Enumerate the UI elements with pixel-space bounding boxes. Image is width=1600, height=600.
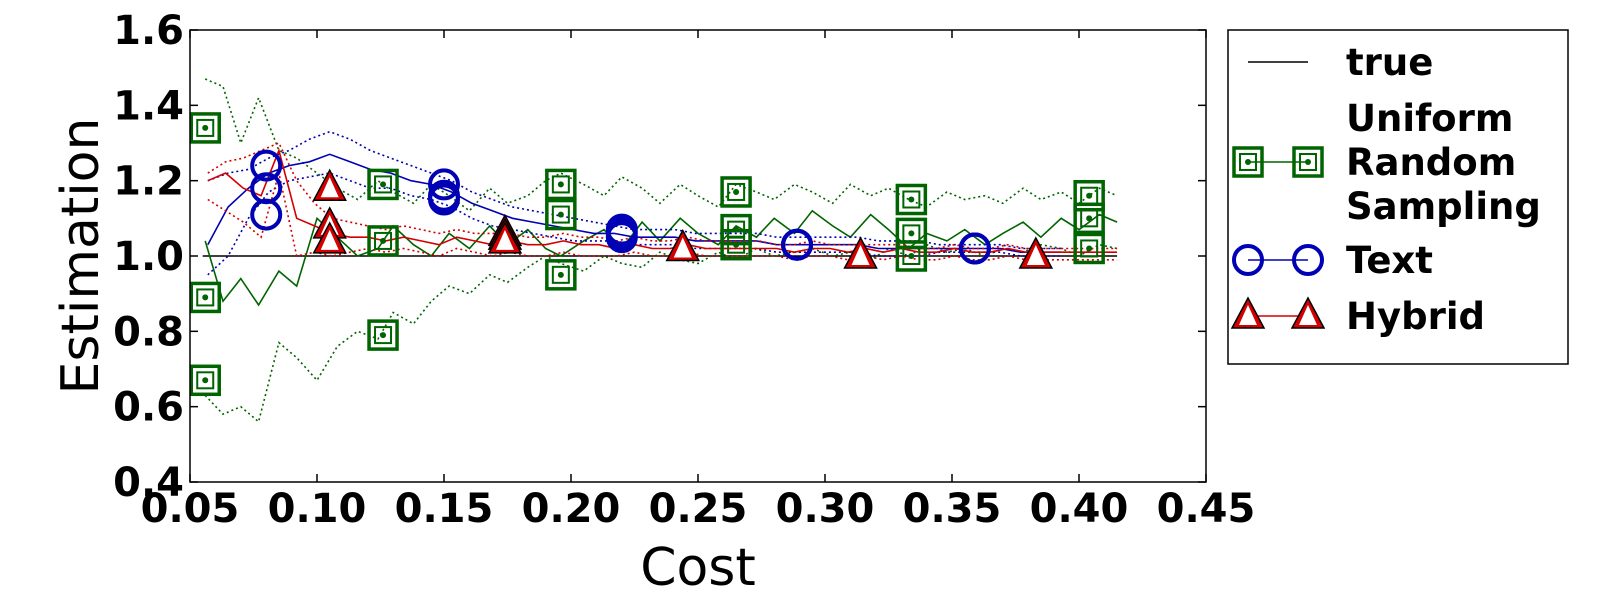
series-hybrid-upper-bound [207,141,1118,250]
legend-label: Text [1346,239,1433,282]
x-tick-label: 0.10 [268,486,367,532]
series-uniform-upper-bound [204,78,1118,212]
series-hybrid-marker [1018,236,1054,269]
legend-swatch-marker [1292,244,1324,276]
series-hybrid-marker [487,221,523,254]
series-text-marker [781,228,814,261]
y-tick-label: 1.0 [113,234,184,280]
x-tick-label: 0.40 [1030,486,1129,532]
tick-layer: 0.05 0.10 0.15 0.20 0.25 0.30 0.35 0.40 0.45 0.4 0… [113,8,1255,532]
legend-label: true [1346,41,1433,84]
y-tick-label: 1.4 [113,83,184,129]
series-uniform-marker [895,240,928,272]
series-uniform-marker [720,176,752,208]
series-uniform-marker [189,281,221,314]
legend-item-hybrid: Hybrid [1230,295,1485,338]
legend-label: Random [1346,141,1516,184]
x-tick-label: 0.30 [776,486,875,532]
series-uniform-marker [545,168,577,201]
series-uniform-line [204,209,1118,307]
series-hybrid-marker [312,221,347,254]
y-axis-label: Estimation [51,118,111,395]
y-tick-label: 0.4 [113,460,184,506]
series-text-marker [428,168,460,201]
legend-swatch-marker [1230,296,1266,329]
series-text-marker [428,183,460,216]
series-uniform-marker [895,183,928,216]
legend-swatch-marker [1292,146,1324,178]
series-text-marker [605,221,638,254]
series-uniform-marker [545,259,577,291]
legend-label: Sampling [1346,185,1541,228]
x-tick-label: 0.45 [1157,486,1256,532]
x-tick-label: 0.20 [522,486,621,532]
series-hybrid-marker [843,236,878,269]
series-uniform-marker [189,364,221,397]
legend-swatch-marker [1232,244,1264,276]
series-uniform-marker [367,225,399,257]
series-hybrid-marker [665,228,701,262]
series-uniform-marker [545,198,577,231]
y-tick-label: 1.2 [113,159,184,205]
series-text-marker [958,232,991,265]
series-hybrid-lower-bound [207,172,1118,261]
x-axis-label: Cost [640,538,756,598]
x-tick-label: 0.05 [141,486,240,532]
series-text-marker [250,198,283,231]
legend-frame [1227,29,1569,365]
x-tick-label: 0.25 [649,486,748,532]
x-tick-label: 0.15 [395,486,494,532]
legend-label: Uniform [1346,97,1513,140]
legend-item-text: Text [1232,239,1433,282]
marker-layer [189,112,1105,397]
series-uniform-lower-bound [204,243,1118,424]
series-uniform-marker [367,168,399,201]
series-uniform-marker [189,112,221,144]
legend-swatch-marker [1290,296,1326,329]
series-hybrid-marker [312,168,347,201]
series-uniform-marker [720,228,752,261]
series-uniform-marker [367,319,399,351]
legend-item-true: true [1248,41,1433,84]
series-text-marker [250,149,283,182]
y-tick-label: 0.8 [113,309,184,355]
legend-label: Hybrid [1346,295,1485,338]
series-hybrid-line [207,147,1118,254]
y-tick-label: 0.6 [113,385,184,431]
series-uniform-marker [1073,202,1105,235]
series-uniform-marker [1073,232,1105,265]
legend-swatch-marker [1232,146,1264,178]
y-tick-label: 1.6 [113,8,184,54]
x-tick-label: 0.35 [903,486,1002,532]
